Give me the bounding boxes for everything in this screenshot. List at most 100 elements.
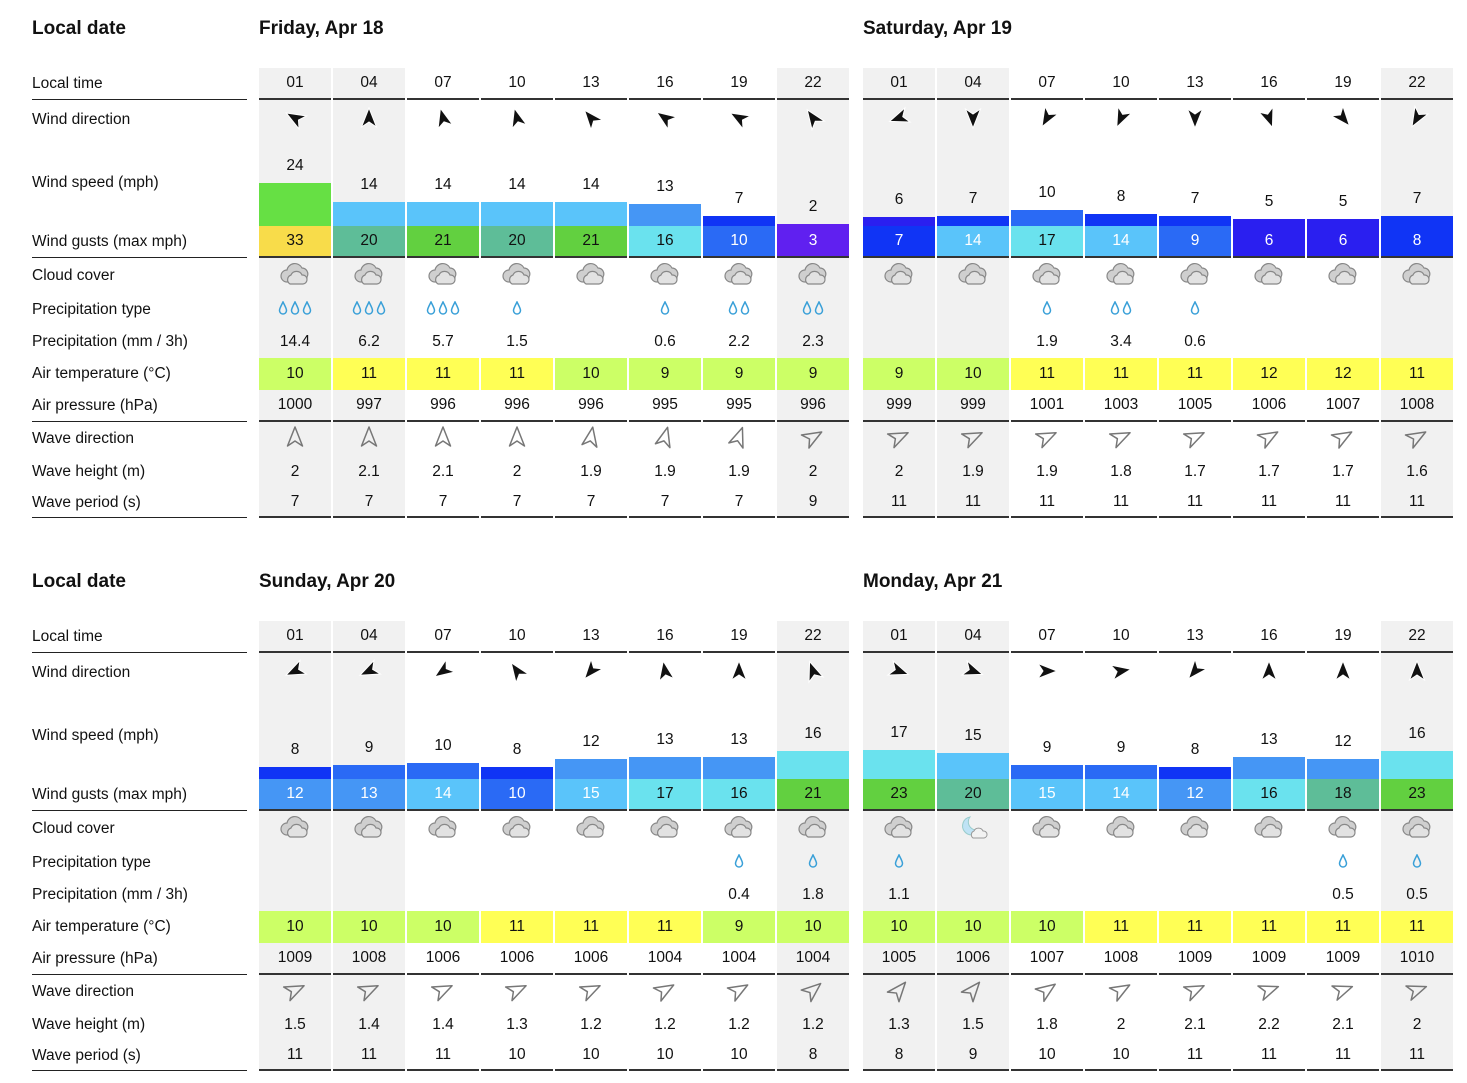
air-temperature-cell: 11 — [1233, 911, 1305, 943]
wind-gusts-cell: 14 — [1085, 226, 1157, 258]
wave-direction-cell — [1159, 422, 1231, 456]
air-temperature-cell: 11 — [333, 358, 405, 390]
wave-direction-arrow-icon — [578, 424, 604, 455]
cloud-cover-cell — [1233, 811, 1305, 847]
hour-column: 19 7 10 2.2 9 995 1.9 7 — [703, 68, 775, 518]
wind-speed-cell: 10 — [1011, 140, 1083, 226]
air-temperature-cell: 11 — [1011, 358, 1083, 390]
wind-gusts-cell: 20 — [937, 779, 1009, 811]
wave-direction-arrow-icon — [504, 977, 530, 1008]
air-temperature-cell: 12 — [1307, 358, 1379, 390]
wind-direction-cell — [407, 100, 479, 140]
wind-gusts-cell: 16 — [1233, 779, 1305, 811]
wave-height-cell: 2.1 — [1184, 1016, 1206, 1033]
air-pressure-cell: 1008 — [333, 943, 405, 975]
air-pressure-cell: 1008 — [1381, 390, 1453, 422]
cloud-icon — [1104, 261, 1138, 292]
row-label-wind-speed: Wind speed (mph) — [32, 174, 159, 191]
cloud-icon — [1400, 814, 1434, 845]
wind-gusts-cell: 16 — [629, 226, 701, 258]
cloud-icon — [352, 814, 386, 845]
wave-direction-arrow-icon — [282, 424, 308, 455]
wind-direction-cell — [777, 653, 849, 693]
cloud-icon — [648, 261, 682, 292]
cloud-icon — [574, 261, 608, 292]
wind-speed-bar — [1381, 751, 1453, 779]
row-label-precipitation-type: Precipitation type — [32, 301, 151, 318]
wind-direction-cell — [1011, 653, 1083, 693]
raindrop-icon — [351, 299, 363, 320]
precipitation-amount-cell — [555, 326, 627, 358]
wave-direction-arrow-icon — [960, 977, 986, 1008]
local-time-cell: 01 — [863, 68, 935, 100]
wind-speed-value: 6 — [894, 191, 904, 209]
wind-gusts-cell: 21 — [555, 226, 627, 258]
precipitation-type-cell — [777, 847, 849, 879]
cloud-cover-cell — [1159, 811, 1231, 847]
row-label-precipitation-amount: Precipitation (mm / 3h) — [32, 886, 188, 903]
raindrop-icon — [375, 299, 387, 320]
precipitation-amount-cell — [259, 879, 331, 911]
wave-height-cell: 2.1 — [1332, 1016, 1354, 1033]
wind-speed-value: 16 — [804, 725, 822, 743]
wave-direction-cell — [703, 422, 775, 456]
wind-gusts-cell: 12 — [259, 779, 331, 811]
day-block: Friday, Apr 18 01 24 33 14.4 10 1000 2 7 04 14 20 6.… — [259, 0, 851, 530]
precipitation-amount-cell: 3.4 — [1110, 333, 1132, 350]
precipitation-type-cell — [629, 294, 701, 326]
wind-direction-cell — [555, 100, 627, 140]
wind-direction-cell — [1307, 653, 1379, 693]
wind-speed-bar — [703, 215, 775, 226]
precipitation-type-cell — [407, 294, 479, 326]
wave-period-cell: 10 — [1011, 1041, 1083, 1071]
row-label-air-pressure: Air pressure (hPa) — [32, 943, 247, 975]
forecast-section: Local date Local time Wind direction Wind s… — [0, 553, 1467, 1083]
local-time-cell: 13 — [1159, 621, 1231, 653]
wind-speed-value: 9 — [1116, 738, 1126, 756]
wave-period-cell: 11 — [1381, 488, 1453, 518]
local-time-cell: 10 — [481, 68, 553, 100]
precipitation-type-cell — [1307, 847, 1379, 879]
wind-speed-bar — [937, 215, 1009, 226]
air-temperature-cell: 9 — [863, 358, 935, 390]
wind-gusts-cell: 15 — [555, 779, 627, 811]
wave-period-cell: 8 — [863, 1041, 935, 1071]
wave-direction-arrow-icon — [726, 424, 752, 455]
wave-direction-cell — [1233, 422, 1305, 456]
wind-gusts-cell: 9 — [1159, 226, 1231, 258]
row-label-precipitation-type: Precipitation type — [32, 854, 151, 871]
wave-direction-cell — [1085, 422, 1157, 456]
wind-direction-arrow-icon — [1034, 104, 1060, 136]
precipitation-type-cell — [1381, 847, 1453, 879]
wave-direction-arrow-icon — [1108, 424, 1134, 455]
raindrop-icon — [289, 299, 301, 320]
wind-speed-bar — [1159, 766, 1231, 779]
hour-columns: 01 17 23 1.1 10 1005 1.3 8 04 15 20 10 1006 1.5 9 07 9 15… — [863, 621, 1453, 1071]
wave-height-cell: 1.9 — [728, 463, 750, 480]
precipitation-amount-cell: 14.4 — [259, 326, 331, 358]
wind-gusts-cell: 10 — [703, 226, 775, 258]
cloud-cover-cell — [1085, 811, 1157, 847]
wave-direction-arrow-icon — [578, 977, 604, 1008]
hour-column: 22 16 21 1.8 10 1004 1.2 8 — [777, 621, 849, 1071]
cloud-cover-cell — [777, 258, 849, 294]
air-pressure-cell: 1000 — [259, 390, 331, 422]
air-pressure-cell: 1009 — [259, 943, 331, 975]
hour-column: 10 8 14 3.4 11 1003 1.8 11 — [1085, 68, 1157, 518]
wind-direction-arrow-icon — [282, 105, 309, 136]
wind-speed-bar — [481, 202, 553, 226]
raindrop-icon — [425, 299, 437, 320]
wind-direction-cell — [703, 653, 775, 693]
wave-period-cell: 10 — [1085, 1041, 1157, 1071]
hour-columns: 01 24 33 14.4 10 1000 2 7 04 14 20 6.2 11 997 2.1 7 07 14… — [259, 68, 849, 518]
precipitation-type-cell — [259, 294, 331, 326]
wind-direction-arrow-icon — [1034, 658, 1060, 689]
cloud-icon — [1178, 814, 1212, 845]
wave-direction-arrow-icon — [1256, 424, 1282, 455]
wind-speed-bar — [259, 766, 331, 779]
air-temperature-cell: 10 — [259, 911, 331, 943]
raindrop-icon — [301, 299, 313, 320]
local-time-cell: 07 — [1011, 68, 1083, 100]
wave-direction-cell — [703, 975, 775, 1009]
wave-direction-arrow-icon — [430, 977, 456, 1008]
